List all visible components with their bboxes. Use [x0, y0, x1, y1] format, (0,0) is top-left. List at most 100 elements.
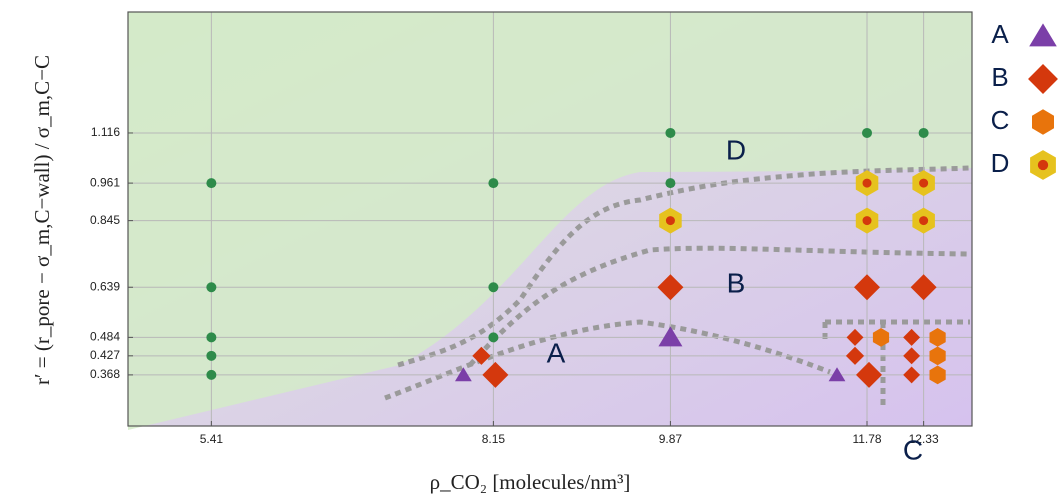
diamond: [845, 346, 865, 365]
point: [856, 361, 883, 388]
diamond: [854, 274, 881, 301]
point: [845, 346, 865, 365]
triangle: [1029, 23, 1057, 47]
x-tick-label: 11.78: [852, 432, 881, 446]
point: [472, 346, 491, 365]
dot: [665, 178, 676, 189]
diamond: [903, 347, 921, 365]
point: [929, 346, 946, 366]
point: [657, 274, 684, 301]
point: [910, 274, 937, 301]
legend-marker: [1030, 150, 1056, 180]
point: [929, 328, 946, 347]
grid: [128, 12, 972, 426]
dot: [862, 127, 873, 138]
triangle: [828, 367, 846, 382]
dot: [206, 332, 217, 343]
dot: [665, 127, 676, 138]
region-label: B: [727, 267, 746, 298]
hexagon: [929, 365, 946, 385]
legend-label: A: [991, 19, 1009, 49]
point: [855, 207, 879, 234]
legend-marker: [1032, 109, 1054, 135]
x-tick-label: 8.15: [482, 432, 506, 446]
region-label: D: [726, 134, 746, 165]
point: [846, 328, 864, 346]
point: [482, 361, 509, 388]
hex-dot: [919, 216, 929, 226]
point: [862, 127, 873, 138]
hexagon: [1032, 109, 1054, 135]
hex-dot: [665, 216, 675, 226]
point: [912, 207, 935, 234]
point: [903, 366, 921, 384]
phase-boundaries: [384, 165, 971, 405]
legend-label: C: [991, 105, 1010, 135]
hexagon: [929, 346, 946, 366]
point: [665, 127, 676, 138]
point: [454, 367, 472, 382]
y-tick-label: 1.116: [91, 125, 120, 139]
x-tick-label: 9.87: [659, 432, 683, 446]
x-tick-label: 12.33: [909, 432, 939, 446]
y-tick-label: 0.484: [90, 330, 120, 344]
diamond: [903, 366, 921, 384]
y-tick-label: 0.368: [90, 367, 120, 381]
dot: [206, 282, 217, 293]
hex-dot: [1037, 159, 1049, 171]
hexagon: [929, 328, 946, 347]
region-label: A: [547, 337, 566, 368]
point: [658, 326, 683, 347]
point: [206, 178, 217, 189]
legend-label: D: [991, 148, 1010, 178]
point: [854, 274, 881, 301]
triangle: [454, 367, 472, 382]
y-tick-label: 0.961: [90, 175, 120, 189]
dot: [206, 350, 217, 361]
point: [488, 282, 499, 293]
diamond: [657, 274, 684, 301]
diamond: [472, 346, 491, 365]
triangle: [658, 326, 683, 347]
hexagon: [872, 328, 890, 347]
diamond: [846, 328, 864, 346]
marks: [206, 127, 946, 388]
point: [659, 207, 682, 234]
hex-dot: [919, 178, 929, 188]
x-tick-label: 5.41: [200, 432, 224, 446]
point: [488, 332, 499, 343]
hex-dot: [862, 216, 872, 226]
plot-frame: [127, 11, 973, 427]
diamond: [903, 328, 921, 346]
dot: [488, 332, 499, 343]
point: [929, 365, 946, 385]
point: [206, 350, 217, 361]
point: [488, 178, 499, 189]
dot: [206, 369, 217, 380]
y-tick-label: 0.845: [90, 213, 120, 227]
diamond: [856, 361, 883, 388]
point: [828, 367, 846, 382]
dot: [488, 282, 499, 293]
point: [918, 127, 929, 138]
legend-marker: [1028, 64, 1058, 94]
point: [665, 178, 676, 189]
point: [872, 328, 890, 347]
y-axis-label: r′ = (r_pore − σ_m,C−wall) / σ_m,C−C: [30, 55, 54, 385]
legend-label: B: [991, 62, 1008, 92]
point: [206, 369, 217, 380]
diamond: [482, 361, 509, 388]
y-tick-label: 0.639: [90, 279, 120, 293]
point: [903, 347, 921, 365]
diamond: [910, 274, 937, 301]
region-label: C: [903, 434, 923, 465]
point: [912, 170, 935, 197]
dot: [918, 127, 929, 138]
point: [855, 170, 879, 197]
diamond: [1028, 64, 1058, 94]
point: [206, 332, 217, 343]
y-tick-label: 0.427: [90, 348, 120, 362]
x-axis-label: ρ_CO₂ [molecules/nm³]: [430, 470, 631, 494]
